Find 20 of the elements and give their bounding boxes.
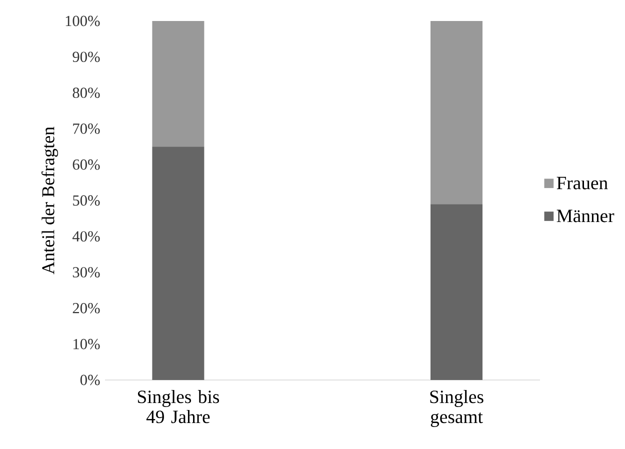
- x-tick-label: Singles gesamt: [430, 390, 484, 428]
- y-tick-label: 20%: [72, 303, 100, 314]
- bar: [152, 20, 204, 147]
- y-tick-label: 50%: [73, 195, 100, 206]
- y-tick-label: 30%: [72, 267, 100, 278]
- y-tick-label: 70%: [73, 124, 100, 134]
- y-tick-label: 10%: [74, 338, 100, 350]
- y-tick-label: 60%: [72, 159, 100, 170]
- bar: [152, 146, 204, 380]
- legend-label: Frauen: [556, 176, 608, 190]
- y-tick-label: 80%: [72, 88, 100, 98]
- y-tick-label: 90%: [72, 52, 100, 62]
- legend-label: Männer: [556, 210, 614, 222]
- y-axis-title: Anteil der Befragten: [41, 126, 58, 274]
- y-tick-label: 40%: [72, 231, 100, 242]
- x-tick-label: Singles bis 49 Jahre: [138, 390, 220, 424]
- bar: [430, 204, 483, 380]
- y-tick-label: 100%: [66, 16, 100, 26]
- bar: [430, 20, 483, 204]
- y-tick-label: 0%: [80, 374, 100, 386]
